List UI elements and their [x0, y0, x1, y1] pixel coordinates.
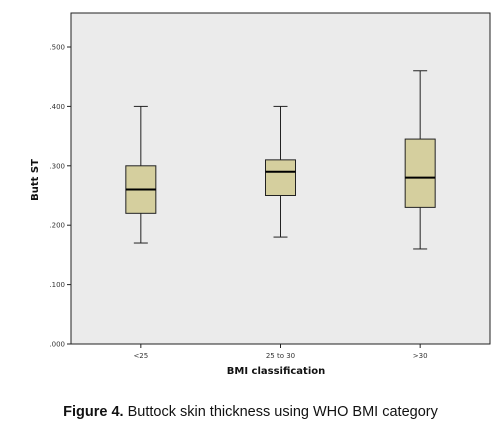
y-tick-label: .500 [49, 44, 65, 52]
box-3 [404, 70, 436, 250]
box-plot-chart: .000.100.200.300.400.500 <25 25 to 30 >30 … [30, 12, 491, 377]
iqr-box [404, 138, 436, 208]
caption-text: Buttock skin thickness using WHO BMI cat… [123, 404, 438, 420]
y-tick-label: .000 [49, 341, 65, 349]
y-tick-label: .300 [49, 162, 65, 170]
box-series [125, 70, 436, 250]
x-tick-label: <25 [133, 352, 148, 360]
x-axis-tick-labels: <25 25 to 30 >30 [133, 344, 428, 360]
y-axis-title: Butt ST [30, 159, 41, 201]
x-tick-label: >30 [413, 352, 428, 360]
figure-caption: Figure 4. Buttock skin thickness using W… [0, 404, 501, 420]
figure-label: Figure 4. [63, 404, 124, 420]
y-tick-label: .100 [49, 281, 65, 289]
iqr-box [265, 159, 296, 196]
y-tick-label: .200 [49, 222, 65, 230]
box-2 [265, 105, 296, 238]
y-axis-ticks: .000 .100 .200 .300 .400 .500 [49, 44, 71, 349]
box-1 [125, 105, 157, 244]
x-axis-title: BMI classification [227, 366, 326, 377]
x-tick-label: 25 to 30 [266, 352, 295, 360]
y-tick-label: .400 [49, 103, 65, 111]
